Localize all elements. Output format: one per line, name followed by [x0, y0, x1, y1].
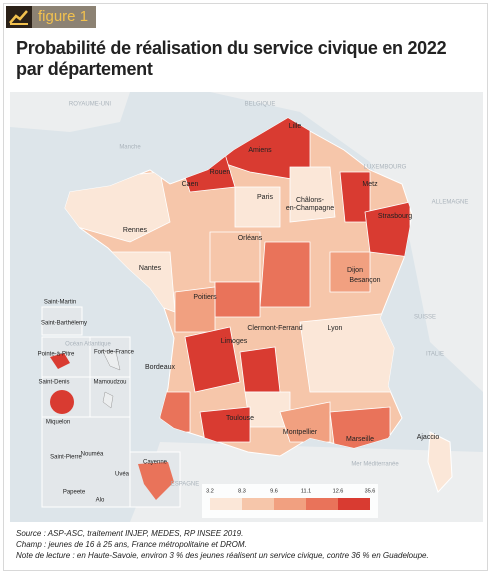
city-label: Clermont-Ferrand — [247, 325, 302, 332]
city-label: Marseille — [346, 436, 374, 443]
overseas-label: Saint-Pierre — [50, 455, 82, 461]
geo-label: SUISSE — [414, 315, 436, 321]
city-label: Rouen — [210, 169, 231, 176]
overseas-label: Nouméa — [81, 452, 104, 458]
geo-label: Mer Méditerranée — [351, 462, 399, 468]
overseas-label: Pointe-à-Pitre — [38, 352, 75, 358]
city-label: Metz — [362, 181, 378, 188]
corsica — [427, 431, 453, 493]
city-label: Besançon — [349, 277, 380, 284]
city-label: Dijon — [347, 267, 363, 274]
legend-label: 11.1 — [301, 488, 311, 494]
geo-label: ESPAGNE — [171, 482, 200, 488]
land-uk — [10, 92, 130, 132]
city-label: Montpellier — [283, 429, 318, 436]
geo-label: ALLEMAGNE — [432, 200, 469, 206]
overseas-label: Mamoudzou — [93, 380, 126, 386]
city-label: Paris — [257, 194, 273, 201]
city-label: Châlons- — [296, 197, 325, 204]
legend-swatch — [210, 498, 242, 510]
overseas-label: Cayenne — [143, 460, 168, 466]
notes: Source : ASP-ASC, traitement INJEP, MEDE… — [16, 528, 486, 561]
geo-label: Manche — [119, 145, 141, 151]
overseas-label: Papeete — [63, 490, 86, 496]
legend-label: 3.2 — [206, 488, 214, 494]
overseas-label: Uvéa — [115, 472, 130, 478]
city-label: Bordeaux — [145, 364, 175, 371]
city-label: Lille — [289, 123, 302, 130]
city-label: Strasbourg — [378, 213, 412, 220]
geo-label: ITALIE — [426, 352, 444, 358]
geo-label: Océan Atlantique — [65, 342, 111, 348]
overseas-label: Alo — [96, 498, 105, 504]
city-label: Lyon — [328, 325, 343, 332]
city-label: Ajaccio — [417, 434, 440, 441]
note: Champ : jeunes de 16 à 25 ans, France mé… — [16, 540, 247, 549]
city-label: Limoges — [221, 338, 248, 345]
city-label: Orléans — [238, 235, 263, 242]
overseas-label: Fort-de-France — [94, 350, 135, 356]
geo-label: BELGIQUE — [245, 102, 276, 108]
legend-swatch — [306, 498, 338, 510]
overseas-label: Saint-Barthélemy — [41, 321, 87, 327]
map: ROYAUME-UNI BELGIQUE Manche LUXEMBOURG ALLEM… — [10, 92, 483, 522]
figure-badge: figure 1 — [6, 6, 97, 28]
geo-label: LUXEMBOURG — [364, 165, 407, 171]
city-label: Nantes — [139, 265, 162, 272]
legend-swatch — [242, 498, 274, 510]
chart-icon — [6, 6, 32, 28]
legend-label: 8.3 — [238, 488, 246, 494]
frame — [3, 3, 488, 571]
overseas-label: Miquelon — [46, 420, 70, 426]
title: Probabilité de réalisation du service ci… — [16, 38, 476, 80]
legend-swatch — [338, 498, 370, 510]
city-label: Rennes — [123, 227, 148, 234]
note: Source : ASP-ASC, traitement INJEP, MEDE… — [16, 529, 244, 538]
land-neighbours — [210, 92, 483, 392]
legend-label: 9.6 — [270, 488, 278, 494]
city-label: Poitiers — [193, 294, 217, 301]
legend-swatch — [274, 498, 306, 510]
overseas-label: Saint-Denis — [38, 380, 69, 386]
legend-label: 35.6 — [365, 488, 376, 494]
city-label: Amiens — [248, 147, 272, 154]
geo-label: ROYAUME-UNI — [69, 102, 112, 108]
figure-label: figure 1 — [32, 6, 97, 28]
overseas-label: Saint-Martin — [44, 300, 76, 306]
title-line: Probabilité de réalisation du service ci… — [16, 38, 447, 58]
city-label: Caen — [182, 181, 199, 188]
title-line: par département — [16, 59, 153, 79]
legend-label: 12.6 — [333, 488, 344, 494]
city-label: en-Champagne — [286, 205, 334, 212]
city-label: Toulouse — [226, 415, 254, 422]
note: Note de lecture : en Haute-Savoie, envir… — [16, 551, 429, 560]
overseas-insets — [41, 306, 181, 508]
